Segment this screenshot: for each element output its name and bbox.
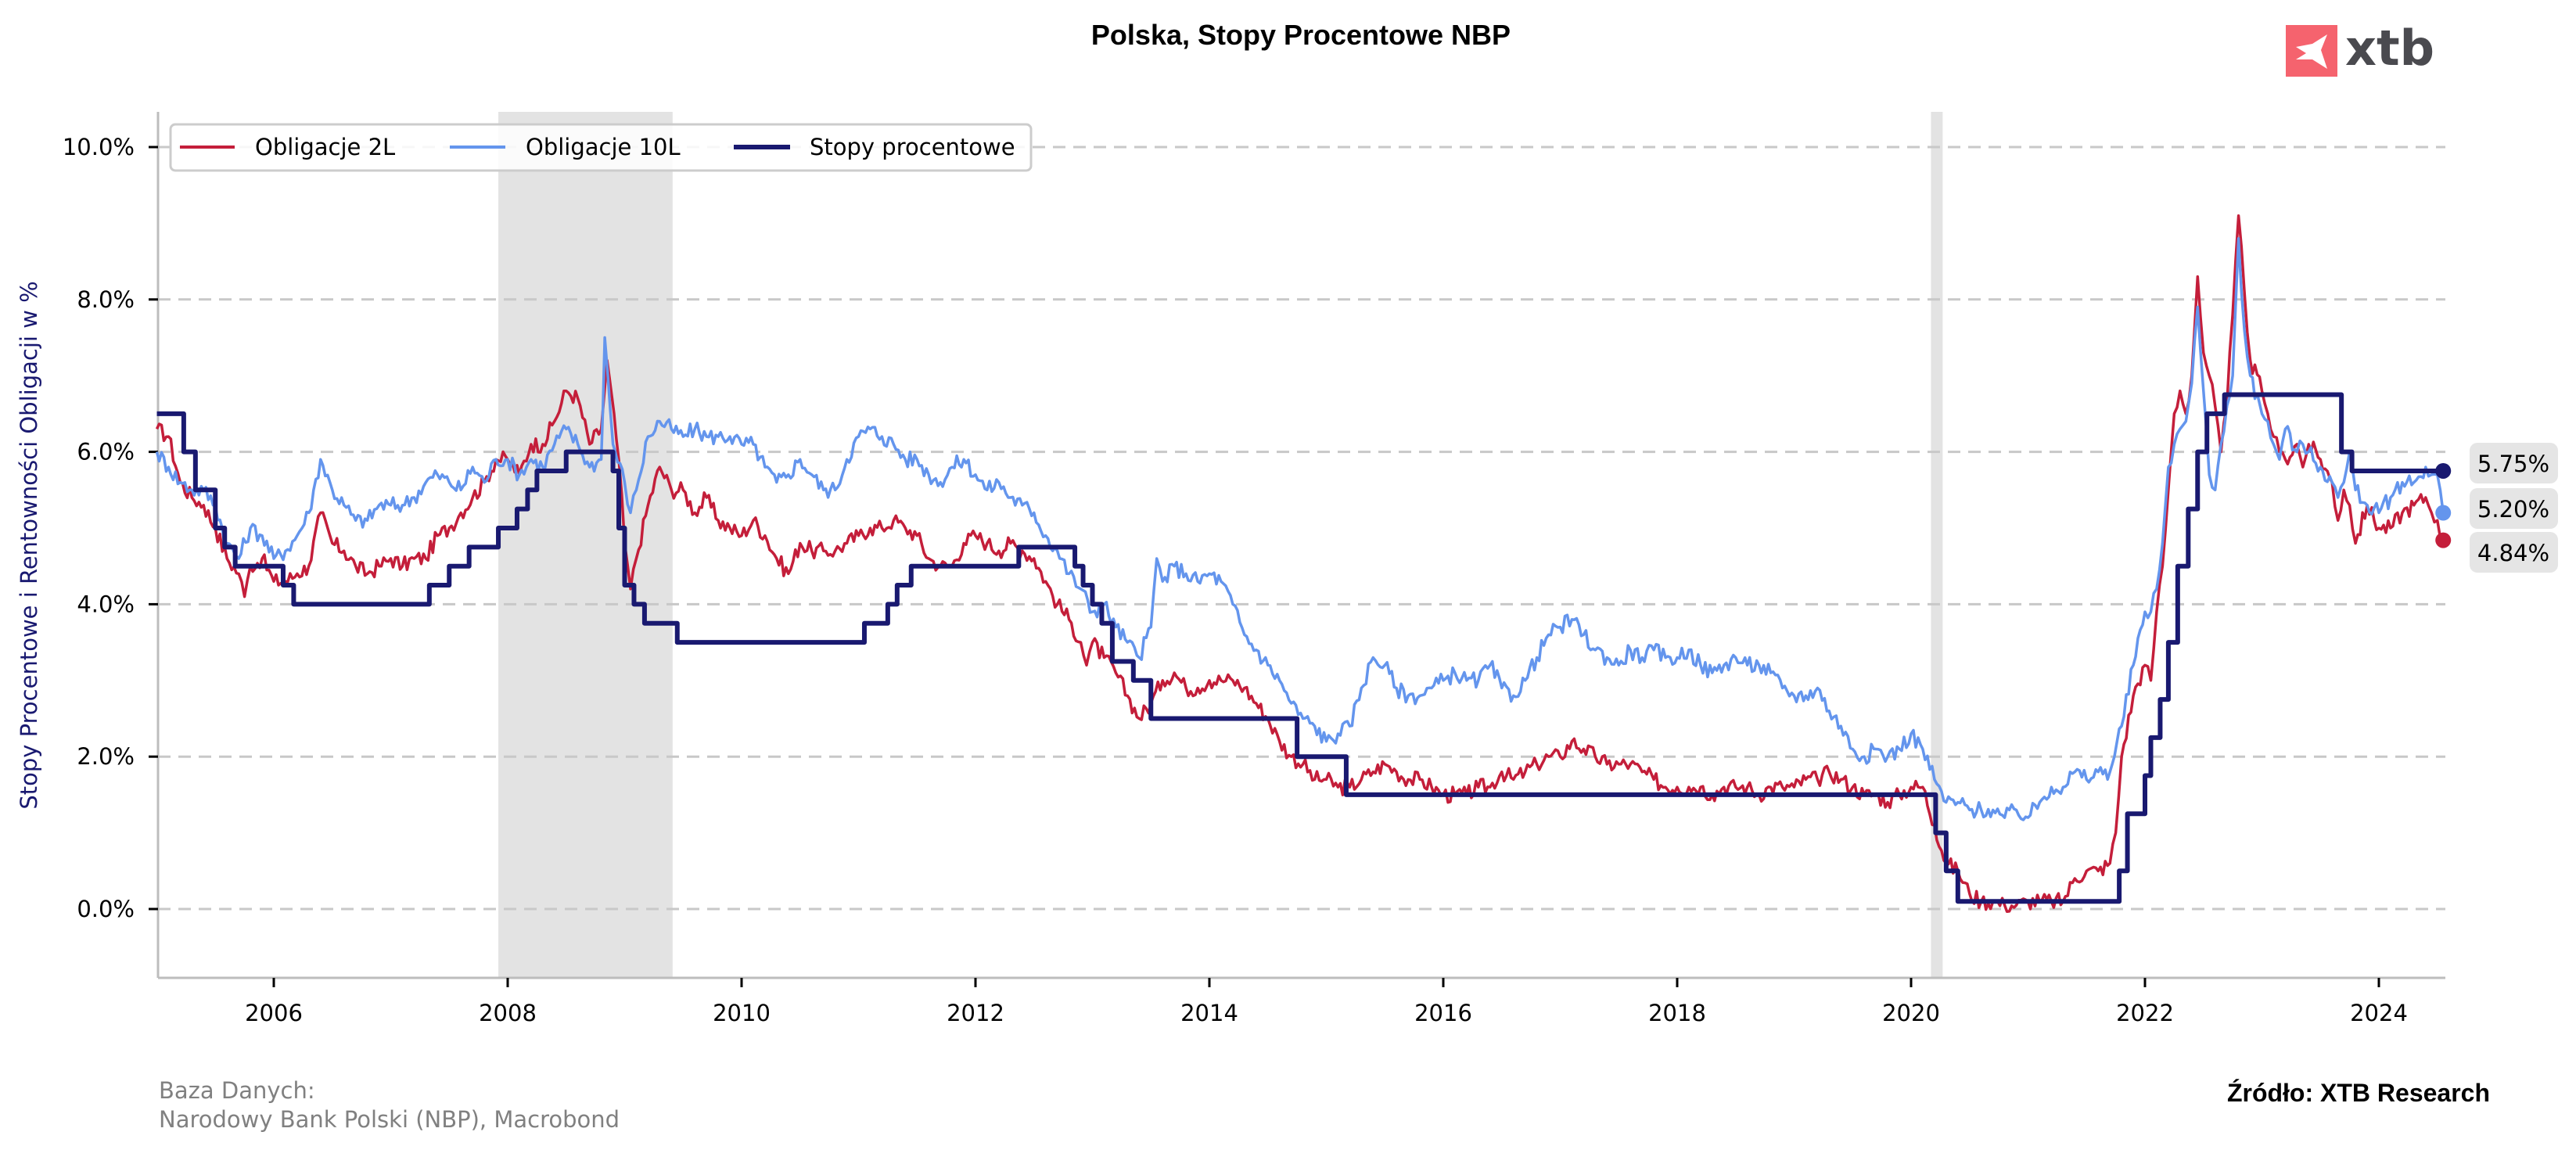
y-tick-label: 10.0% <box>63 134 135 160</box>
xtb-logo-text: xtb <box>2345 20 2434 77</box>
end-value-labels: 5.75% 5.20% 4.84% <box>2470 443 2558 573</box>
shaded-period-1 <box>1931 112 1943 978</box>
x-tick-label: 2014 <box>1180 1000 1238 1026</box>
database-sources: Narodowy Bank Polski (NBP), Macrobond <box>159 1106 620 1133</box>
series-line-rates <box>156 392 2444 904</box>
x-tick-label: 2024 <box>2350 1000 2408 1026</box>
series-line-10l <box>155 237 2445 821</box>
database-label: Baza Danych: <box>159 1077 315 1104</box>
series <box>155 214 2445 914</box>
y-tick-label: 2.0% <box>77 743 135 770</box>
x-tick-label: 2016 <box>1414 1000 1472 1026</box>
legend-label-2l: Obligacje 2L <box>255 134 395 160</box>
shaded-periods <box>498 112 1943 978</box>
end-value-label-text: 5.20% <box>2477 496 2549 523</box>
end-value-label-bg <box>2470 443 2558 483</box>
legend-label-10l: Obligacje 10L <box>526 134 681 160</box>
legend: Obligacje 2L Obligacje 10L Stopy procent… <box>169 123 1033 172</box>
end-marker <box>2435 505 2452 521</box>
x-ticks: 2006 2008 2010 2012 2014 2016 2018 2020 2022 2024 <box>245 978 2408 1026</box>
end-value-label-bg <box>2470 488 2558 529</box>
end-value-label: 5.20% <box>2470 488 2558 529</box>
shaded-period-0 <box>498 112 673 978</box>
x-tick-label: 2018 <box>1648 1000 1706 1026</box>
y-ticks: 0.0% 2.0% 4.0% 6.0% 8.0% 10.0% <box>63 134 158 922</box>
x-tick-label: 2006 <box>245 1000 303 1026</box>
y-tick-label: 0.0% <box>77 896 135 922</box>
source-credit: Źródło: XTB Research <box>2227 1079 2490 1107</box>
xtb-logo: xtb <box>2286 20 2434 77</box>
end-value-label-text: 5.75% <box>2477 451 2549 477</box>
legend-label-rates: Stopy procentowe <box>810 134 1015 160</box>
end-markers <box>2435 462 2452 548</box>
chart-title: Polska, Stopy Procentowe NBP <box>1091 19 1511 51</box>
y-tick-label: 4.0% <box>77 591 135 617</box>
legend-box <box>169 123 1033 172</box>
end-value-label: 4.84% <box>2470 532 2558 573</box>
y-axis-label: Stopy Procentowe i Rentowności Obligacji… <box>16 281 42 809</box>
end-marker <box>2435 462 2452 479</box>
x-tick-label: 2010 <box>713 1000 771 1026</box>
y-tick-label: 6.0% <box>77 439 135 465</box>
x-tick-label: 2008 <box>479 1000 537 1026</box>
end-value-label: 5.75% <box>2470 443 2558 483</box>
end-value-label-bg <box>2470 532 2558 573</box>
x-tick-label: 2022 <box>2116 1000 2174 1026</box>
end-value-label-text: 4.84% <box>2477 540 2549 566</box>
axes <box>156 112 2445 979</box>
xtb-x-glyph-icon <box>2296 34 2327 69</box>
x-tick-label: 2012 <box>947 1000 1004 1026</box>
end-marker <box>2435 532 2452 548</box>
y-tick-label: 8.0% <box>77 286 135 313</box>
x-tick-label: 2020 <box>1882 1000 1940 1026</box>
